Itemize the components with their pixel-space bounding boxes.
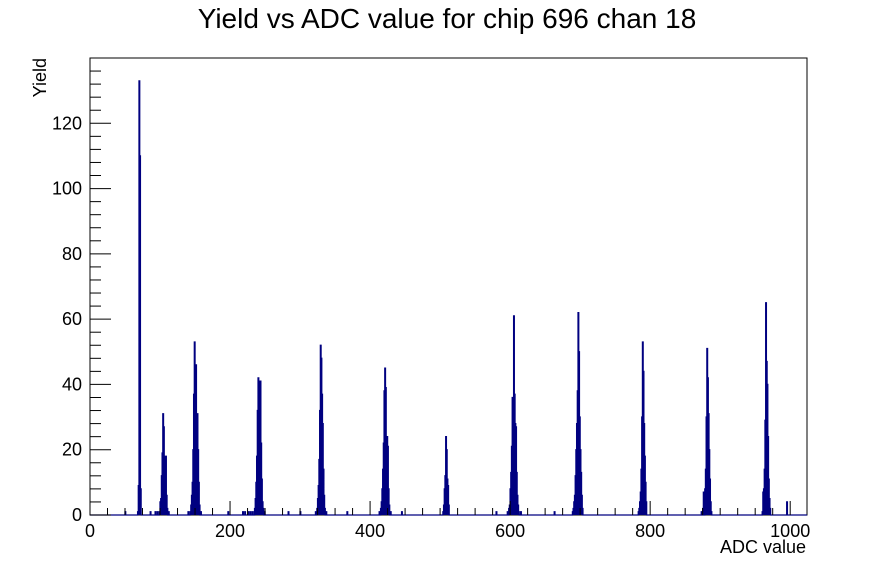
y-tick-label: 60 [62,309,82,329]
x-tick-label: 600 [495,521,525,541]
plot-frame [89,57,808,516]
x-tick-label: 800 [635,521,665,541]
x-tick-label: 400 [355,521,385,541]
x-tick-label: 0 [85,521,95,541]
y-tick-label: 120 [52,113,82,133]
y-tick-label: 80 [62,244,82,264]
y-axis-label: Yield [30,58,50,97]
y-tick-label: 100 [52,179,82,199]
x-tick-label: 1000 [770,521,810,541]
histogram-series-line [90,80,807,516]
y-tick-label: 0 [72,505,82,525]
x-tick-label: 200 [215,521,245,541]
chart-title: Yield vs ADC value for chip 696 chan 18 [198,3,697,34]
y-tick-label: 20 [62,440,82,460]
y-tick-label: 40 [62,374,82,394]
x-axis-label: ADC value [720,537,806,557]
